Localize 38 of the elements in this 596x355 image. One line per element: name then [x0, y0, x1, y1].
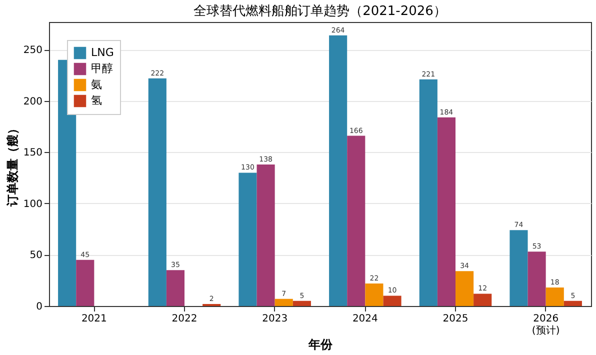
- bar: [329, 35, 348, 306]
- bar: [166, 270, 184, 306]
- legend-label: 甲醇: [91, 62, 113, 75]
- legend-label: 氨: [91, 78, 102, 91]
- bar: [292, 300, 311, 306]
- bar: [437, 117, 456, 306]
- y-tick-label: 50: [30, 250, 42, 262]
- x-tick-label: 2024: [352, 314, 378, 324]
- bar: [347, 136, 366, 306]
- chart-title: 全球替代燃料船舶订单趋势（2021-2026）: [194, 4, 446, 19]
- bar: [383, 296, 402, 306]
- y-tick-label: 200: [23, 96, 42, 108]
- bar: [256, 164, 275, 306]
- bar: [365, 283, 384, 306]
- bar: [274, 298, 293, 306]
- bar: [238, 172, 257, 306]
- x-tick-label: 2026 (预计): [532, 314, 560, 336]
- y-tick-label: 250: [23, 45, 42, 56]
- legend-label: 氢: [91, 94, 102, 107]
- y-tick-label: 150: [23, 148, 42, 159]
- bar: [148, 78, 166, 306]
- x-tick-label: 2025: [442, 314, 468, 324]
- x-tick-label: 2023: [262, 314, 288, 324]
- bar: [474, 294, 492, 306]
- y-axis-title: 订单数量（艘）: [5, 122, 20, 208]
- x-axis-title: 年份: [308, 338, 334, 352]
- bar: [528, 252, 546, 306]
- y-tick-label: 100: [23, 198, 42, 210]
- y-tick-label: 0: [36, 302, 42, 312]
- bar: [76, 260, 94, 306]
- legend-label: LNG: [91, 46, 114, 59]
- x-tick-label: 2022: [172, 314, 198, 324]
- x-tick-label: 2021: [81, 314, 107, 324]
- bar: [546, 288, 564, 306]
- bar: [564, 300, 582, 306]
- bar: [419, 79, 438, 306]
- bar: [510, 230, 528, 306]
- bar: [456, 271, 474, 306]
